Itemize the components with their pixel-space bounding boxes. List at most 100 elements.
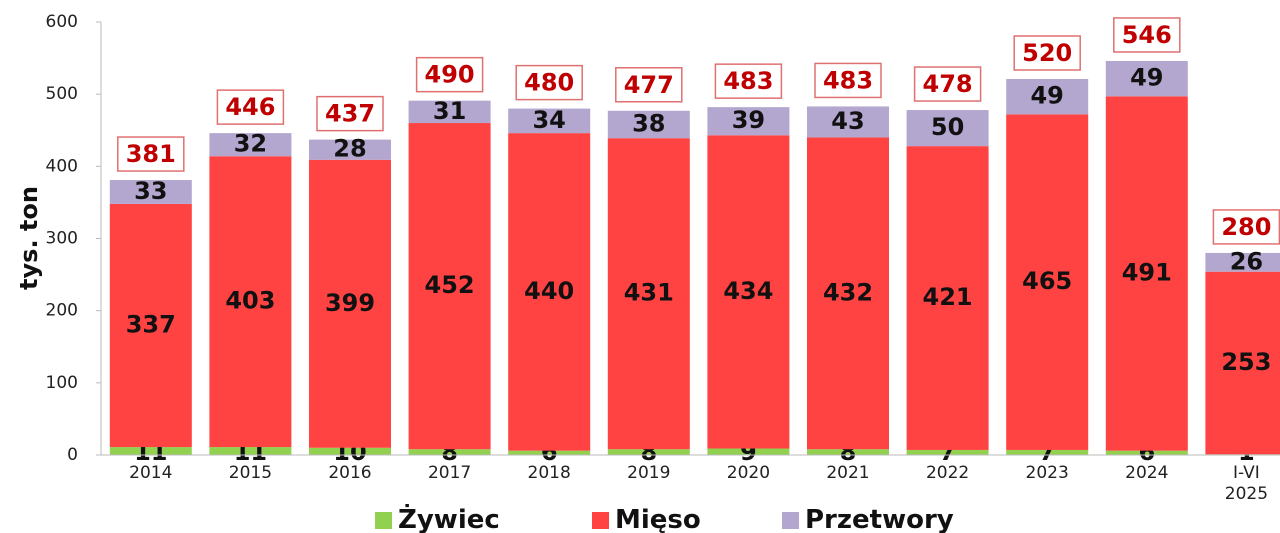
bar-segment <box>508 133 591 451</box>
y-tick-label: 300 <box>46 229 78 249</box>
y-tick-label: 400 <box>46 156 78 176</box>
bar-segment <box>408 449 491 455</box>
x-tick-label: 2017 <box>427 463 472 483</box>
x-tick-label: 2019 <box>627 463 671 483</box>
bar-segment <box>408 100 491 124</box>
y-tick-label: 100 <box>46 373 78 393</box>
bar-segment <box>209 156 292 448</box>
bar-segment <box>906 449 989 455</box>
bar-segment <box>1105 450 1188 455</box>
value-label: 253 <box>1221 348 1271 376</box>
value-label: 26 <box>1230 247 1263 275</box>
total-label: 478 <box>923 70 973 98</box>
bar-segment <box>309 447 391 455</box>
bar-segment <box>1006 449 1089 455</box>
bar-segment <box>807 449 889 455</box>
y-tick-label: 200 <box>46 301 78 321</box>
bar-segment <box>607 449 690 455</box>
value-label: 28 <box>333 135 366 163</box>
legend-item: Mięso <box>592 505 701 533</box>
legend-item: Przetwory <box>782 505 954 533</box>
total-label: 520 <box>1022 39 1072 67</box>
value-label: 465 <box>1022 267 1072 295</box>
value-label: 49 <box>1030 82 1063 110</box>
value-label: 491 <box>1122 259 1172 287</box>
bar-segment <box>209 447 292 455</box>
x-tick-label: 2023 <box>1025 463 1069 483</box>
bar-segment <box>1205 271 1280 455</box>
value-label: 432 <box>823 278 873 306</box>
x-tick-label: 2018 <box>527 463 571 483</box>
x-tick-label: 2024 <box>1125 463 1169 483</box>
value-label: 421 <box>923 283 973 311</box>
total-box <box>814 62 882 99</box>
bar-segment <box>508 450 591 455</box>
bar-segment <box>607 138 690 450</box>
x-tick-label: 2014 <box>129 463 173 483</box>
total-box <box>1113 17 1181 53</box>
x-tick-label: 2016 <box>328 463 372 483</box>
legend-swatch <box>592 511 609 529</box>
bar-segment <box>807 137 889 450</box>
y-tick-label: 600 <box>46 12 78 32</box>
bar-segment <box>408 123 491 450</box>
total-box <box>515 64 583 101</box>
bar-segment <box>209 133 292 157</box>
total-box <box>1212 209 1280 245</box>
total-label: 437 <box>325 100 375 128</box>
value-label: 32 <box>234 130 267 158</box>
total-box <box>216 89 285 125</box>
total-box <box>415 56 484 93</box>
total-label: 477 <box>624 71 674 99</box>
value-label: 337 <box>126 310 176 338</box>
legend-label: Mięso <box>615 505 701 533</box>
total-box <box>714 63 783 99</box>
total-label: 483 <box>723 67 773 95</box>
value-label: 399 <box>325 289 375 317</box>
legend-label: Żywiec <box>398 505 500 533</box>
bar-segment <box>906 146 989 450</box>
bar-segment <box>807 106 889 138</box>
y-axis-label: tys. ton <box>15 186 43 290</box>
bar-segment <box>707 135 790 449</box>
value-label: 431 <box>624 279 674 307</box>
bar-segment <box>607 110 690 139</box>
bar-segment <box>1006 79 1089 115</box>
bar-segment <box>1006 114 1089 450</box>
total-box <box>913 66 982 102</box>
value-label: 43 <box>831 107 864 135</box>
bar-segment <box>1105 96 1188 451</box>
value-label: 50 <box>931 113 964 141</box>
legend-swatch <box>375 511 392 529</box>
value-label: 31 <box>433 97 466 125</box>
bar-segment <box>109 180 192 204</box>
bar-segment <box>309 139 391 160</box>
value-label: 34 <box>532 106 565 134</box>
legend-label: Przetwory <box>805 505 954 533</box>
total-label: 446 <box>225 93 275 121</box>
total-label: 480 <box>524 69 574 97</box>
bar-segment <box>508 108 591 134</box>
x-tick-label: I-VI 2025 <box>1224 463 1269 504</box>
total-box <box>615 67 683 103</box>
x-tick-label: 2015 <box>228 463 273 483</box>
legend-item: Żywiec <box>375 505 500 533</box>
bar-segment <box>1105 60 1188 97</box>
value-label: 39 <box>732 106 765 134</box>
legend-swatch <box>782 511 799 529</box>
bar-segment <box>109 203 192 448</box>
bar-segment <box>707 448 790 455</box>
bar-segment <box>1205 252 1280 272</box>
value-label: 33 <box>134 177 167 205</box>
x-tick-label: 2022 <box>925 463 970 483</box>
value-label: 440 <box>524 277 574 305</box>
value-label: 38 <box>632 109 665 137</box>
total-label: 490 <box>425 61 475 89</box>
bar-segment <box>309 159 391 448</box>
value-label: 452 <box>425 271 475 299</box>
bar-segment <box>707 107 790 136</box>
total-box <box>316 95 384 132</box>
total-label: 280 <box>1221 213 1271 241</box>
